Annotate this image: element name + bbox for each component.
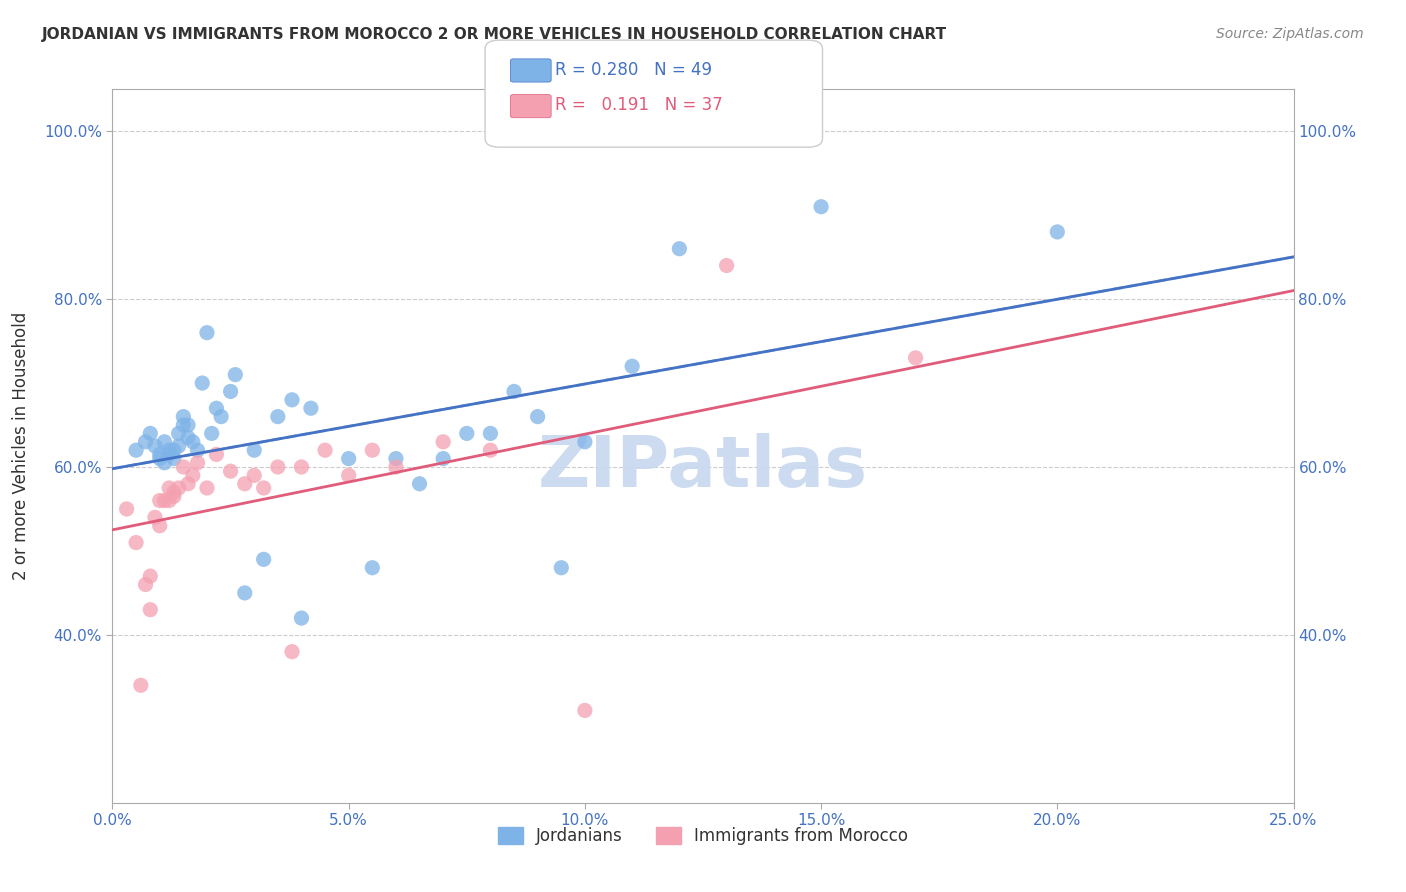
Point: [149, 447, 172, 461]
Point: [129, 678, 152, 692]
Point: [337, 451, 360, 466]
Point: [135, 577, 157, 591]
Point: [432, 434, 454, 449]
Point: [167, 481, 190, 495]
Point: [479, 426, 502, 441]
Y-axis label: 2 or more Vehicles in Household: 2 or more Vehicles in Household: [13, 312, 30, 580]
Point: [385, 451, 408, 466]
Point: [167, 426, 190, 441]
Point: [177, 431, 200, 445]
Point: [243, 443, 266, 458]
Text: ZIPatlas: ZIPatlas: [538, 433, 868, 502]
Point: [172, 409, 194, 424]
Point: [153, 434, 176, 449]
Point: [299, 401, 322, 416]
Point: [139, 603, 162, 617]
Point: [163, 443, 186, 458]
Point: [267, 409, 290, 424]
Point: [157, 447, 180, 461]
Point: [385, 460, 408, 475]
Point: [143, 510, 166, 524]
Text: JORDANIAN VS IMMIGRANTS FROM MOROCCO 2 OR MORE VEHICLES IN HOUSEHOLD CORRELATION: JORDANIAN VS IMMIGRANTS FROM MOROCCO 2 O…: [42, 27, 948, 42]
Point: [153, 493, 176, 508]
Point: [191, 376, 214, 390]
Point: [172, 460, 194, 475]
Point: [456, 426, 478, 441]
Point: [337, 468, 360, 483]
Point: [125, 443, 148, 458]
Text: R =   0.191   N = 37: R = 0.191 N = 37: [555, 96, 723, 114]
Point: [115, 502, 138, 516]
Point: [163, 451, 186, 466]
Point: [243, 468, 266, 483]
Point: [432, 451, 454, 466]
Point: [253, 481, 276, 495]
Point: [139, 426, 162, 441]
Point: [281, 392, 304, 407]
Point: [621, 359, 644, 374]
Point: [1046, 225, 1069, 239]
Point: [550, 560, 572, 574]
Point: [181, 434, 204, 449]
Point: [125, 535, 148, 549]
Point: [149, 451, 172, 466]
Point: [361, 560, 384, 574]
Point: [314, 443, 336, 458]
Point: [181, 468, 204, 483]
Point: [143, 439, 166, 453]
Point: [167, 439, 190, 453]
Point: [139, 569, 162, 583]
Point: [668, 242, 690, 256]
Point: [205, 401, 228, 416]
Point: [233, 586, 256, 600]
Point: [716, 259, 738, 273]
Point: [503, 384, 526, 399]
Text: R = 0.280   N = 49: R = 0.280 N = 49: [555, 62, 713, 79]
Point: [135, 434, 157, 449]
Point: [149, 518, 172, 533]
Text: Source: ZipAtlas.com: Source: ZipAtlas.com: [1216, 27, 1364, 41]
Point: [904, 351, 927, 365]
Point: [526, 409, 548, 424]
Point: [361, 443, 384, 458]
Point: [219, 464, 242, 478]
Point: [290, 460, 312, 475]
Point: [408, 476, 430, 491]
Point: [157, 481, 180, 495]
Point: [186, 443, 208, 458]
Point: [186, 456, 208, 470]
Point: [201, 426, 224, 441]
Point: [195, 326, 218, 340]
Point: [172, 417, 194, 432]
Point: [195, 481, 218, 495]
Point: [290, 611, 312, 625]
Legend: Jordanians, Immigrants from Morocco: Jordanians, Immigrants from Morocco: [491, 820, 915, 852]
Point: [157, 493, 180, 508]
Point: [574, 703, 596, 717]
Point: [163, 485, 186, 500]
Point: [163, 489, 186, 503]
Point: [267, 460, 290, 475]
Point: [219, 384, 242, 399]
Point: [177, 476, 200, 491]
Point: [157, 443, 180, 458]
Point: [479, 443, 502, 458]
Point: [149, 493, 172, 508]
Point: [209, 409, 232, 424]
Point: [233, 476, 256, 491]
Point: [810, 200, 832, 214]
Point: [205, 447, 228, 461]
Point: [224, 368, 246, 382]
Point: [281, 645, 304, 659]
Point: [177, 417, 200, 432]
Point: [574, 434, 596, 449]
Point: [253, 552, 276, 566]
Point: [153, 456, 176, 470]
